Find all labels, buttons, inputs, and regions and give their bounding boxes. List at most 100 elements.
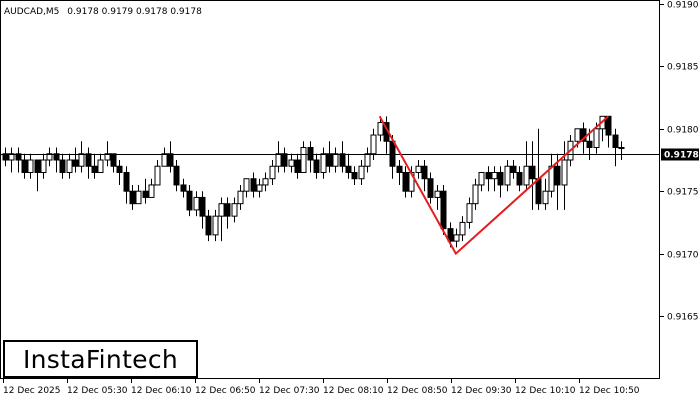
candle-body-bearish — [612, 134, 619, 149]
plot-area[interactable] — [0, 0, 660, 379]
candle-body-bearish — [173, 165, 180, 186]
candle — [59, 153, 66, 179]
candle — [173, 160, 180, 192]
candle — [478, 171, 485, 192]
candle — [231, 197, 238, 223]
candle — [199, 191, 206, 229]
candle-body-bearish — [15, 153, 22, 161]
candle — [15, 147, 22, 173]
candle — [186, 184, 193, 217]
candle-body-bearish — [85, 153, 92, 167]
candle-body-bearish — [605, 115, 612, 136]
candle-body-bullish — [46, 153, 53, 161]
candle-body-bullish — [135, 190, 142, 205]
candle — [218, 197, 225, 242]
current-price-tag-bg — [661, 148, 699, 161]
candle-body-bullish — [8, 153, 15, 161]
candle-body-bullish — [300, 147, 307, 173]
candle — [142, 178, 149, 204]
candle-body-bullish — [275, 153, 282, 167]
candle-body-bearish — [427, 178, 434, 198]
candle-body-bearish — [129, 190, 136, 205]
candle — [529, 141, 536, 210]
candle-body-bullish — [466, 203, 473, 223]
x-tick-label: 12 Dec 2025 — [3, 386, 61, 396]
candle — [345, 153, 352, 179]
candle-body-bullish — [66, 159, 73, 173]
candle — [364, 147, 371, 173]
y-tick-label: 0.9180 — [667, 126, 699, 136]
candle — [154, 160, 161, 186]
candle — [135, 184, 142, 205]
double-top-line — [378, 115, 609, 256]
candle — [123, 166, 130, 204]
candle-body-bearish — [186, 190, 193, 211]
candle — [294, 153, 301, 179]
candle-body-bearish — [205, 215, 212, 236]
candle — [453, 228, 460, 248]
candle-body-bullish — [237, 190, 244, 205]
candle — [269, 160, 276, 185]
candle-body-bearish — [586, 140, 593, 149]
candle-body-bullish — [523, 165, 530, 186]
candle-body-bullish — [364, 153, 371, 167]
candle-body-bullish — [231, 203, 238, 217]
candle-body-bullish — [574, 128, 581, 142]
candle — [275, 141, 282, 173]
candle-body-bearish — [281, 153, 288, 167]
candle — [27, 153, 34, 179]
current-price-tag-text: 0.9178 — [664, 151, 699, 161]
x-tick-label: 12 Dec 05:30 — [67, 386, 128, 396]
candle — [504, 160, 511, 192]
candle-body-bullish — [243, 178, 250, 192]
candle — [167, 141, 174, 173]
x-tick-label: 12 Dec 06:50 — [195, 386, 256, 396]
ohlc-values: 0.9178 0.9179 0.9178 0.9178 — [67, 7, 202, 17]
candle — [46, 147, 53, 167]
candle — [485, 166, 492, 192]
candle-body-bearish — [326, 153, 333, 167]
candle — [307, 141, 314, 173]
candle — [396, 160, 403, 185]
candle — [78, 141, 85, 173]
candle-body-bullish — [97, 159, 104, 173]
candle-body-bearish — [116, 165, 123, 173]
candle — [224, 197, 231, 229]
candle-body-bearish — [72, 159, 79, 167]
candle-body-bearish — [529, 165, 536, 180]
candle-body-bullish — [561, 159, 568, 186]
candle — [180, 178, 187, 198]
candle — [256, 178, 263, 198]
y-tick-label: 0.9170 — [667, 251, 699, 261]
candle — [605, 115, 612, 148]
candle — [281, 147, 288, 173]
candle — [510, 160, 517, 179]
candle — [2, 147, 9, 167]
current-price-tag: 0.9178 — [661, 148, 699, 161]
candle-body-bullish — [542, 190, 549, 205]
candle — [148, 178, 155, 198]
candle — [300, 141, 307, 173]
logo-text: InstaFintech — [22, 344, 179, 374]
candle — [250, 172, 257, 198]
candle-body-bearish — [59, 159, 66, 173]
candle-body-bearish — [224, 203, 231, 217]
candle — [516, 166, 523, 192]
candle — [459, 216, 466, 242]
candle-body-bearish — [2, 153, 9, 161]
candle-body-bullish — [218, 203, 225, 217]
x-tick-label: 12 Dec 10:10 — [515, 386, 576, 396]
candle — [104, 141, 111, 167]
candle-body-bearish — [110, 153, 117, 167]
candle — [542, 178, 549, 210]
candle — [288, 153, 295, 173]
candle-body-bullish — [478, 171, 485, 186]
candle — [193, 191, 200, 217]
candle — [34, 159, 41, 192]
candle-body-bullish — [320, 153, 327, 173]
candle — [618, 141, 625, 160]
x-tick-label: 12 Dec 07:30 — [259, 386, 320, 396]
candle — [434, 184, 441, 210]
x-tick-label: 12 Dec 08:10 — [323, 386, 384, 396]
